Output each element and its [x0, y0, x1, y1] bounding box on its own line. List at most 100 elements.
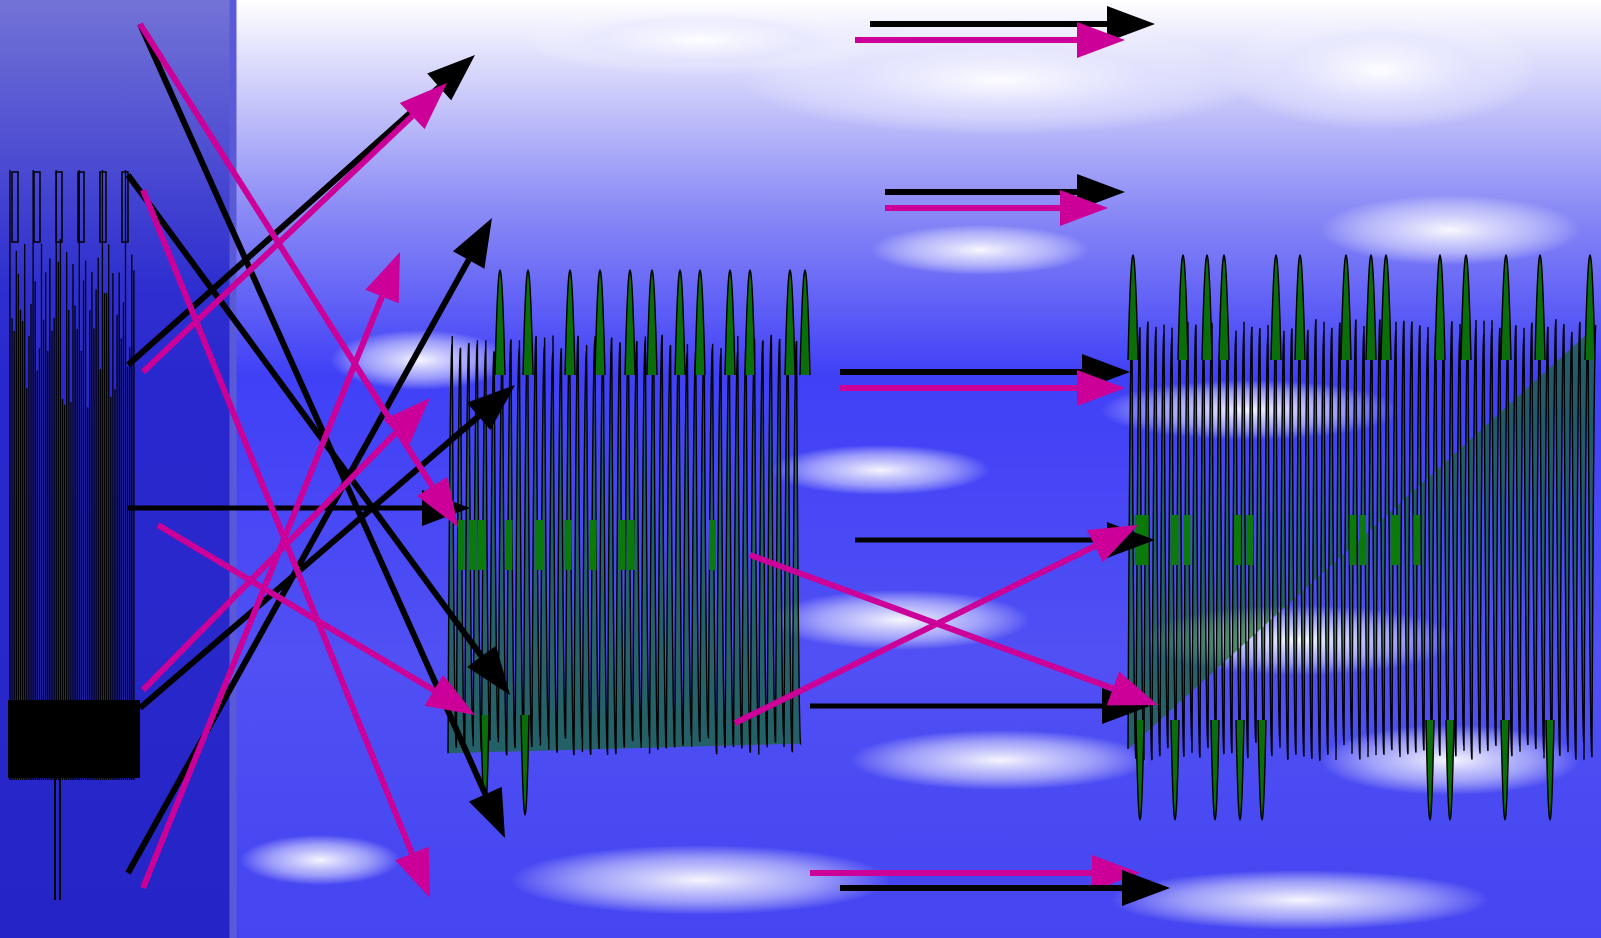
arrow-4	[125, 173, 510, 695]
left-notch-5	[121, 171, 129, 243]
triangle-arrowhead-icon	[365, 252, 400, 304]
cloud-11	[510, 845, 890, 915]
waveform-block-right-spike-top-5	[1294, 254, 1306, 361]
triangle-arrowhead-icon	[427, 55, 475, 101]
waveform-block-middle-spike-top-8	[724, 269, 736, 376]
triangle-arrowhead-icon	[424, 674, 475, 715]
waveform-block-middle-accent-5	[627, 520, 635, 570]
arrow-shaft	[733, 543, 1097, 726]
triangle-arrowhead-icon	[1106, 671, 1158, 706]
cloud-6	[770, 445, 990, 495]
arrow-23	[733, 525, 1138, 726]
waveform-block-middle-spike-top-3	[594, 269, 606, 376]
waveform-block-middle-accent-7	[457, 520, 465, 570]
triangle-arrowhead-icon	[1092, 855, 1140, 891]
cloud-2	[520, 5, 880, 75]
triangle-arrowhead-icon	[468, 786, 505, 838]
waveform-block-right-accent-7	[1349, 515, 1357, 565]
arrow-shaft	[126, 84, 442, 368]
waveform-block-middle-spike-top-9	[744, 269, 756, 376]
waveform-block-right-accent-2	[1233, 515, 1241, 565]
waveform-block-right-spike-bottom-1	[1170, 719, 1180, 821]
waveform-block-right-spike-top-3	[1218, 254, 1230, 361]
triangle-arrowhead-icon	[1107, 6, 1155, 42]
left-notch-4	[99, 171, 107, 243]
waveform-block-right-accent-5	[1183, 515, 1191, 565]
waveform-block-right-spike-top-10	[1460, 254, 1472, 361]
waveform-block-right-spike-top-13	[1584, 254, 1596, 361]
arrow-11	[140, 252, 400, 890]
waveform-block-right-spike-top-11	[1500, 254, 1512, 361]
waveform-block-right-accent-9	[1359, 515, 1367, 565]
arrow-7	[140, 83, 447, 375]
waveform-block-right-spike-bottom-4	[1257, 719, 1267, 821]
arrow-shaft	[137, 22, 435, 489]
waveform-block-middle-spike-top-1	[522, 269, 534, 376]
waveform-block-right-spike-bottom-8	[1545, 719, 1555, 821]
waveform-block-middle-spike-top-4	[624, 269, 636, 376]
waveform-block-right-trace	[1127, 319, 1597, 761]
waveform-block-right-spike-top-4	[1270, 254, 1282, 361]
waveform-block-middle-accent-4	[589, 520, 597, 570]
waveform-block-right-spike-bottom-5	[1425, 719, 1435, 821]
cloud-4	[870, 225, 1090, 275]
waveform-block-middle-accent-9	[709, 520, 716, 570]
arrow-22	[748, 552, 1158, 706]
cloud-14	[330, 330, 510, 390]
waveform-block-right-spike-top-12	[1534, 254, 1546, 361]
triangle-arrowhead-icon	[1077, 22, 1125, 58]
triangle-arrowhead-icon	[383, 398, 430, 445]
arrow-17	[840, 370, 1125, 406]
arrow-8	[140, 188, 430, 898]
cloud-1	[1220, 10, 1540, 130]
waveform-block-right-spike-bottom-3	[1235, 719, 1245, 821]
waveform-block-right-spike-top-1	[1177, 254, 1189, 361]
arrow-15	[885, 190, 1108, 226]
waveform-block-middle-accent-0	[477, 520, 485, 570]
arrow-layer	[125, 6, 1170, 906]
waveform-block-middle-spike-top-10	[784, 269, 796, 376]
arrow-10	[156, 522, 475, 715]
waveform-block-right-spike-bottom-2	[1210, 719, 1220, 821]
arrow-shaft	[748, 552, 1114, 692]
triangle-arrowhead-icon	[1122, 870, 1170, 906]
waveform-block-middle-accent-2	[618, 520, 626, 570]
left-notch-2	[55, 171, 63, 243]
arrow-9	[140, 398, 430, 693]
waveform-block-right-accent-8	[1171, 515, 1179, 565]
waveform-block-middle-spike-top-7	[694, 269, 706, 376]
waveform-block-right-spike-bottom-6	[1445, 719, 1455, 821]
waveform-block-right-spike-top-8	[1380, 254, 1392, 361]
arrow-20	[810, 855, 1140, 891]
waveform-block-right	[1127, 254, 1597, 821]
waveform-block-middle-trace	[447, 334, 802, 756]
waveform-block-right-accent-4	[1413, 515, 1421, 565]
triangle-arrowhead-icon	[1077, 370, 1125, 406]
cloud-12	[240, 835, 400, 885]
waveform-block-right-spike-top-7	[1365, 254, 1377, 361]
arrow-12	[870, 6, 1155, 42]
left-notch-0	[11, 171, 19, 243]
left-dense-base	[8, 700, 140, 778]
arrow-1	[126, 55, 475, 368]
waveform-block-middle-spike-top-6	[674, 269, 686, 376]
waveform-block-middle-accent-8	[469, 520, 477, 570]
waveform-block-middle-spike-bottom-1	[520, 714, 530, 816]
waveform-block-right-spike-bottom-7	[1500, 719, 1510, 821]
waveform-block-middle	[447, 269, 811, 816]
arrow-0	[137, 22, 505, 838]
waveform-layer	[8, 170, 1597, 900]
arrow-shaft	[125, 173, 485, 659]
triangle-arrowhead-icon	[1086, 525, 1138, 563]
cloud-0	[740, 25, 1260, 135]
waveform-block-middle-spike-top-0	[494, 269, 506, 376]
triangle-arrowhead-icon	[467, 645, 510, 695]
waveform-block-middle-accent-1	[505, 520, 513, 570]
triangle-arrowhead-icon	[1060, 190, 1108, 226]
waveform-block-right-spike-bottom-0	[1135, 719, 1145, 821]
arrow-shaft	[137, 22, 489, 796]
waveform-block-right-spike-top-9	[1434, 254, 1446, 361]
left-notch-3	[77, 171, 85, 243]
waveform-block-left	[8, 170, 140, 900]
